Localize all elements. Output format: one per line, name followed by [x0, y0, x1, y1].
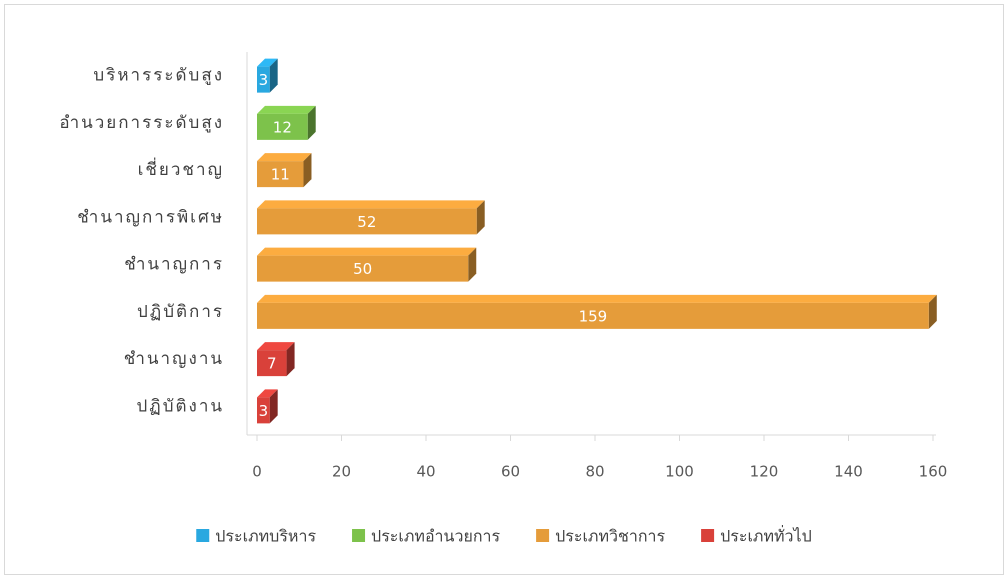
x-tick-label: 0: [252, 463, 262, 481]
chart-frame: [4, 4, 1004, 575]
value-label: 159: [579, 307, 608, 325]
x-tick-label: 100: [665, 463, 694, 481]
bar-side: [286, 342, 295, 377]
bar: [257, 350, 287, 377]
x-tick-label: 40: [416, 463, 435, 481]
bar: [257, 208, 477, 235]
value-label: 50: [353, 260, 372, 278]
y-tick-label: ชำนาญการ: [124, 255, 224, 275]
bar-side: [468, 247, 477, 282]
y-tick-label: เชี่ยวชาญ: [138, 157, 224, 180]
bar-top: [257, 389, 278, 398]
bar-side: [303, 153, 312, 188]
value-label: 12: [273, 118, 292, 136]
legend-label: ประเภทวิชาการ: [555, 527, 665, 546]
legend-label: ประเภทบริหาร: [215, 527, 316, 546]
bar-top: [257, 105, 316, 114]
legend-swatch: [352, 529, 366, 542]
y-tick-label: ปฏิบัติการ: [137, 302, 224, 322]
bar-side: [476, 200, 485, 235]
x-tick-label: 120: [750, 463, 779, 481]
bar-top: [257, 200, 485, 209]
bar-side: [307, 105, 316, 140]
y-tick-label: ชำนาญงาน: [124, 349, 224, 369]
value-label: 52: [357, 213, 376, 231]
x-tick-label: 20: [332, 463, 351, 481]
value-label: 3: [259, 71, 269, 89]
value-label: 3: [259, 402, 269, 420]
bar-side: [928, 294, 937, 329]
x-tick-label: 80: [585, 463, 604, 481]
y-tick-label: ชำนาญการพิเศษ: [77, 207, 224, 227]
x-tick-label: 60: [501, 463, 520, 481]
bar-top: [257, 342, 295, 351]
bar-side: [269, 389, 278, 424]
legend-swatch: [196, 529, 210, 542]
bar-top: [257, 153, 312, 162]
bar: [257, 397, 270, 424]
legend-label: ประเภทอำนวยการ: [371, 527, 500, 546]
y-tick-label: อำนวยการระดับสูง: [59, 113, 224, 133]
y-tick-label: บริหารระดับสูง: [93, 66, 224, 86]
bar: [257, 255, 469, 282]
legend-swatch: [536, 529, 550, 542]
x-tick-label: 160: [919, 463, 948, 481]
value-label: 7: [267, 355, 277, 373]
bar: [257, 302, 929, 329]
bar-top: [257, 294, 937, 303]
legend-swatch: [701, 529, 715, 542]
x-tick-label: 140: [834, 463, 863, 481]
bar: [257, 161, 304, 188]
bar: [257, 113, 308, 140]
legend-label: ประเภททั่วไป: [720, 525, 812, 546]
bar: [257, 66, 270, 93]
bar-top: [257, 58, 278, 67]
bar-side: [269, 58, 278, 93]
y-tick-label: ปฏิบัติงาน: [136, 396, 224, 416]
bar-top: [257, 247, 477, 256]
value-label: 11: [271, 166, 290, 184]
